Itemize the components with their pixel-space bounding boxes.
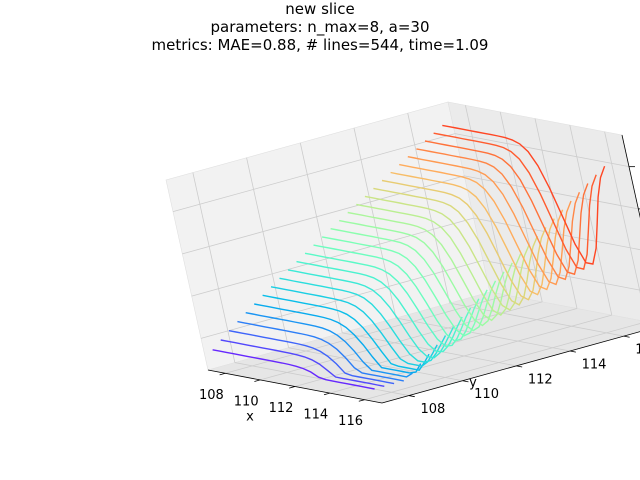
- y-tick-label: 112: [528, 372, 553, 387]
- contour-line: [364, 195, 530, 311]
- x-tick-mark: [289, 386, 296, 389]
- contour-line: [442, 124, 606, 265]
- contour-line: [287, 269, 455, 359]
- y-tick-label: 108: [420, 402, 445, 417]
- chart-subtitle-metrics: metrics: MAE=0.88, # lines=544, time=1.0…: [151, 36, 489, 54]
- contour-line: [356, 203, 522, 317]
- contour-line: [245, 312, 413, 378]
- contour-line: [254, 303, 422, 374]
- contour-line: [416, 148, 581, 281]
- contour-line: [228, 330, 395, 385]
- y-tick-mark: [569, 350, 576, 353]
- x-tick-label: 108: [199, 388, 224, 403]
- y-tick-mark: [408, 395, 415, 398]
- contour-line: [313, 244, 480, 342]
- contour-lines: [212, 124, 606, 390]
- gridline-x-floor: [364, 323, 640, 401]
- y-tick-label: 116: [635, 343, 640, 358]
- y-axis-line: [381, 331, 640, 404]
- y-tick-mark: [623, 335, 630, 338]
- y-tick-label: 114: [582, 358, 607, 373]
- x-tick-mark: [358, 399, 365, 402]
- gridline-y-floor: [234, 362, 409, 396]
- gridline-z-left: [172, 133, 456, 213]
- x-tick-label: 114: [303, 408, 328, 423]
- contour-line: [321, 236, 488, 337]
- contour-line: [262, 294, 430, 371]
- x-tick-mark: [254, 379, 261, 382]
- axis-labels: xy: [246, 376, 477, 425]
- x-tick-label: 110: [234, 394, 259, 409]
- gridline-z-right: [473, 217, 640, 251]
- contour-line: [381, 179, 547, 301]
- y-tick-mark: [462, 380, 469, 383]
- axis-grid: [172, 105, 640, 401]
- y-tick-label: 110: [474, 387, 499, 402]
- gridline-z-right: [482, 259, 640, 291]
- contour-line: [330, 228, 497, 332]
- gridline-y-floor: [395, 317, 571, 352]
- gridline-x-floor: [260, 301, 543, 381]
- y-axis-label: y: [469, 376, 477, 391]
- contour-line: [399, 163, 564, 291]
- contour-line: [270, 286, 438, 367]
- contour-line: [373, 187, 539, 306]
- axis-panes: [165, 101, 640, 404]
- x-tick-label: 112: [269, 401, 294, 416]
- contour-line: [304, 252, 472, 347]
- gridline-z-left: [182, 175, 465, 255]
- contour-line: [407, 156, 572, 286]
- y-tick-mark: [516, 365, 523, 368]
- x-tick-mark: [219, 372, 226, 376]
- contour-line: [237, 320, 404, 382]
- contour-line: [220, 339, 385, 387]
- contour-line: [296, 260, 463, 353]
- contour-line: [424, 140, 589, 276]
- chart-title: new slice: [285, 0, 355, 18]
- contour-line: [279, 277, 447, 363]
- contour-line: [390, 171, 555, 296]
- axis-ticks: 1081101121141161081101121141162468: [199, 134, 640, 429]
- chart-subtitle-parameters: parameters: n_max=8, a=30: [210, 18, 430, 36]
- contour-line: [212, 349, 375, 390]
- gridline-y-floor: [288, 347, 463, 382]
- gridline-x-floor: [225, 294, 508, 374]
- contour-line: [433, 132, 597, 270]
- x-axis-label: x: [246, 410, 254, 425]
- gridline-z-right: [454, 133, 630, 168]
- gridline-z-left: [200, 259, 484, 339]
- x-tick-mark: [323, 392, 330, 396]
- x-tick-label: 116: [338, 414, 363, 429]
